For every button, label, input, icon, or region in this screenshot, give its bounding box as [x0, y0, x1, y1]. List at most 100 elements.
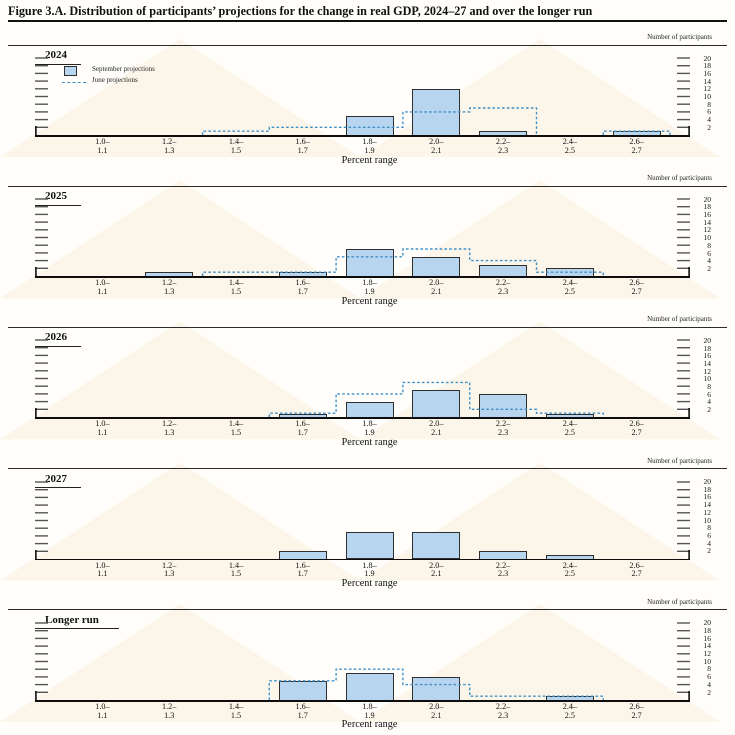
- right-axis-title: Number of participants: [647, 456, 712, 465]
- right-tick-label-16: 16: [703, 633, 712, 643]
- xbin-label-1.4–1.5: 1.4– 1.5: [228, 137, 244, 155]
- chart-canvas: [35, 198, 690, 277]
- chart-canvas: [35, 622, 690, 700]
- right-tick-label-4: 4: [707, 115, 711, 125]
- xbin-label-2.2–2.3: 2.2– 2.3: [495, 278, 511, 296]
- right-tick-label-6: 6: [707, 389, 711, 399]
- panel-year-underline: [35, 345, 81, 347]
- xbin-label-1.4–1.5: 1.4– 1.5: [228, 560, 244, 579]
- panel-2025: Number of participants 2025 2 4 6 8 10 12 14 16 18…: [0, 168, 735, 309]
- right-tick-label-16: 16: [703, 68, 712, 78]
- xbin-label-2.0–2.1: 2.0– 2.1: [429, 419, 444, 438]
- xbin-label-2.2–2.3: 2.2– 2.3: [495, 701, 511, 720]
- xbin-label-1.6–1.7: 1.6– 1.7: [295, 560, 310, 579]
- panel-year-underline: [35, 204, 81, 206]
- xbin-label-2.4–2.5: 2.4– 2.5: [562, 278, 578, 296]
- xbin-label-1.8–1.9: 1.8– 1.9: [362, 419, 377, 438]
- panel-longer-run: Number of participants Longer run 2 4 6 8 10 12…: [0, 592, 735, 733]
- panel-year-label: 2026: [45, 331, 67, 344]
- right-tick-label-4: 4: [707, 679, 711, 689]
- legend-june-dash-sample: [62, 82, 86, 83]
- right-tick-label-10: 10: [703, 233, 712, 243]
- x-axis-baseline: [35, 417, 690, 420]
- right-tick-label-6: 6: [707, 672, 711, 682]
- right-tick-label-20: 20: [703, 53, 712, 63]
- june-projections-line: [268, 382, 604, 418]
- right-tick-label-10: 10: [703, 656, 712, 666]
- right-tick-label-6: 6: [707, 530, 711, 540]
- right-tick-label-18: 18: [703, 61, 712, 71]
- right-tick-label-8: 8: [707, 523, 711, 533]
- xbin-label-1.0–1.1: 1.0– 1.1: [95, 278, 110, 296]
- right-axis-title: Number of participants: [647, 174, 712, 183]
- right-axis-title: Number of participants: [647, 315, 712, 324]
- right-tick-label-16: 16: [703, 492, 712, 502]
- xbin-label-2.4–2.5: 2.4– 2.5: [562, 419, 578, 438]
- september-bar-1.8–1.9: [345, 249, 394, 278]
- right-tick-label-18: 18: [703, 202, 712, 212]
- panel-top-rule: [8, 468, 727, 470]
- panel-year-label: Longer run: [45, 613, 99, 626]
- right-tick-label-2: 2: [707, 546, 711, 556]
- panel-top-rule: [8, 609, 727, 611]
- xbin-label-1.8–1.9: 1.8– 1.9: [362, 701, 377, 720]
- right-tick-label-8: 8: [707, 664, 711, 674]
- right-tick-label-14: 14: [703, 500, 712, 510]
- legend-september-label: September projections: [92, 65, 155, 73]
- xbin-label-2.4–2.5: 2.4– 2.5: [562, 137, 578, 155]
- watermark-chevron: [0, 39, 720, 157]
- right-tick-label-2: 2: [707, 263, 711, 273]
- x-axis-title: Percent range: [341, 578, 398, 590]
- right-tick-label-6: 6: [707, 248, 711, 258]
- panel-year-label: 2024: [45, 49, 67, 61]
- xbin-label-1.4–1.5: 1.4– 1.5: [228, 419, 244, 438]
- xbin-label-2.2–2.3: 2.2– 2.3: [495, 137, 511, 155]
- right-tick-label-12: 12: [703, 84, 712, 94]
- right-tick-label-10: 10: [703, 374, 712, 384]
- right-tick-label-2: 2: [707, 687, 711, 697]
- right-tick-label-18: 18: [703, 484, 712, 494]
- watermark-chevron: [0, 180, 720, 299]
- x-axis-baseline: [35, 276, 690, 278]
- xbin-label-1.6–1.7: 1.6– 1.7: [295, 137, 310, 155]
- right-tick-label-16: 16: [703, 351, 712, 361]
- legend-september-swatch: [64, 66, 77, 76]
- x-axis-baseline: [35, 558, 690, 561]
- xbin-label-2.4–2.5: 2.4– 2.5: [562, 560, 578, 579]
- right-axis-title: Number of participants: [647, 597, 712, 606]
- right-tick-label-12: 12: [703, 366, 712, 376]
- right-tick-label-20: 20: [703, 477, 712, 487]
- panel-year-label: 2027: [45, 472, 67, 485]
- xbin-label-1.8–1.9: 1.8– 1.9: [362, 137, 377, 155]
- xbin-label-1.6–1.7: 1.6– 1.7: [295, 278, 310, 296]
- xbin-label-1.4–1.5: 1.4– 1.5: [228, 278, 244, 296]
- panel-year-label: 2025: [45, 190, 67, 203]
- right-tick-label-8: 8: [707, 99, 711, 109]
- x-axis-title: Percent range: [341, 295, 398, 307]
- right-tick-label-20: 20: [703, 335, 712, 345]
- xbin-label-2.0–2.1: 2.0– 2.1: [429, 137, 444, 155]
- x-axis-title: Percent range: [341, 436, 398, 448]
- chart-canvas: [35, 480, 690, 559]
- right-tick-label-14: 14: [703, 358, 712, 368]
- xbin-label-2.6–2.7: 2.6– 2.7: [629, 278, 644, 296]
- xbin-label-2.6–2.7: 2.6– 2.7: [629, 419, 644, 438]
- xbin-label-1.0–1.1: 1.0– 1.1: [95, 419, 110, 438]
- right-tick-label-12: 12: [703, 225, 712, 235]
- xbin-label-2.0–2.1: 2.0– 2.1: [429, 278, 444, 296]
- xbin-label-1.2–1.3: 1.2– 1.3: [162, 419, 177, 438]
- chart-canvas: [35, 57, 690, 135]
- xbin-label-2.6–2.7: 2.6– 2.7: [629, 137, 644, 155]
- figure-title: Figure 3.A. Distribution of participants…: [8, 4, 593, 18]
- xbin-label-1.2–1.3: 1.2– 1.3: [162, 278, 177, 296]
- xbin-label-1.0–1.1: 1.0– 1.1: [95, 560, 110, 579]
- xbin-label-1.6–1.7: 1.6– 1.7: [295, 419, 310, 438]
- right-tick-label-8: 8: [707, 240, 711, 250]
- panel-2026: Number of participants 2026 2 4 6 8 10 12 14 16 18…: [0, 309, 735, 450]
- right-tick-label-4: 4: [707, 397, 711, 407]
- panel-year-underline: [35, 628, 119, 630]
- right-tick-label-12: 12: [703, 649, 712, 659]
- september-bar-1.8–1.9: [345, 531, 394, 560]
- right-tick-label-4: 4: [707, 256, 711, 266]
